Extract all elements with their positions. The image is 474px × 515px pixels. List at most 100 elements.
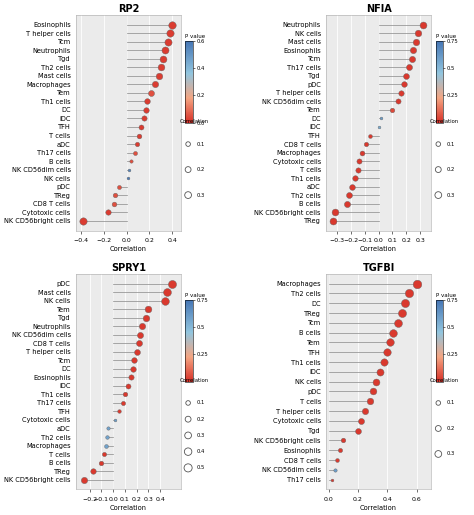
Point	[383, 348, 391, 356]
Point	[366, 397, 374, 405]
Point	[161, 297, 169, 305]
Point	[369, 387, 376, 396]
Point	[166, 29, 173, 38]
Point	[162, 46, 169, 55]
Point	[164, 38, 172, 46]
Point	[405, 63, 413, 72]
Point	[351, 174, 359, 182]
Point	[105, 424, 112, 433]
X-axis label: Correlation: Correlation	[360, 246, 397, 252]
Point	[164, 288, 171, 296]
X-axis label: Correlation: Correlation	[360, 505, 397, 511]
Point	[402, 72, 410, 80]
Title: RP2: RP2	[118, 4, 139, 14]
Point	[118, 399, 126, 407]
Point	[135, 339, 143, 348]
Point	[128, 157, 135, 165]
Point	[398, 309, 406, 317]
Point	[381, 358, 388, 366]
Point	[80, 217, 87, 225]
Point	[378, 114, 385, 123]
Point	[125, 382, 132, 390]
Point	[142, 106, 150, 114]
Point	[376, 368, 384, 376]
Point	[133, 140, 141, 148]
Point	[356, 157, 363, 165]
Point	[90, 467, 97, 475]
X-axis label: Correlation: Correlation	[110, 246, 147, 252]
Point	[334, 456, 341, 464]
Point	[400, 80, 408, 89]
Point	[139, 322, 146, 330]
Point	[145, 305, 152, 313]
Point	[142, 314, 150, 322]
Point	[348, 182, 356, 191]
Point	[362, 407, 369, 415]
Point	[112, 416, 119, 424]
Point	[137, 123, 145, 131]
Point	[103, 433, 111, 441]
Point	[331, 466, 338, 474]
X-axis label: Correlation: Correlation	[110, 505, 147, 511]
Point	[419, 21, 427, 29]
Point	[147, 89, 155, 97]
Point	[343, 200, 350, 208]
Point	[413, 280, 420, 288]
Point	[337, 446, 344, 454]
Point	[362, 140, 370, 148]
Point	[354, 426, 362, 435]
Point	[130, 356, 138, 365]
Point	[80, 475, 88, 484]
Point	[394, 319, 401, 327]
Point	[375, 123, 383, 131]
Title: TGFBI: TGFBI	[363, 263, 395, 273]
Point	[105, 208, 112, 216]
Point	[127, 373, 135, 382]
Point	[159, 55, 167, 63]
Point	[125, 165, 133, 174]
Point	[115, 182, 122, 191]
Point	[328, 475, 336, 484]
Point	[414, 29, 421, 38]
Point	[102, 441, 110, 450]
Title: SPRY1: SPRY1	[111, 263, 146, 273]
Point	[329, 217, 337, 225]
Point	[412, 38, 420, 46]
Point	[401, 299, 409, 307]
Point	[110, 200, 118, 208]
Point	[133, 348, 140, 356]
Point	[111, 191, 119, 199]
Point	[115, 407, 123, 416]
Point	[140, 114, 147, 123]
Point	[155, 72, 162, 80]
Point	[372, 377, 379, 386]
Point	[358, 148, 365, 157]
Point	[124, 174, 132, 182]
Point	[339, 436, 347, 444]
Point	[389, 106, 396, 114]
Point	[366, 131, 374, 140]
Point	[408, 55, 416, 63]
Point	[357, 417, 365, 425]
Point	[390, 329, 397, 337]
Point	[136, 131, 143, 140]
Point	[332, 208, 339, 216]
Point	[131, 148, 138, 157]
Point	[397, 89, 405, 97]
Point	[394, 97, 402, 106]
Point	[137, 331, 144, 339]
Point	[410, 46, 417, 55]
Point	[168, 280, 176, 288]
Point	[121, 390, 128, 399]
Point	[100, 450, 108, 458]
Title: NFIA: NFIA	[366, 4, 392, 14]
Point	[98, 458, 105, 467]
Point	[386, 338, 394, 347]
Point	[143, 97, 151, 106]
Point	[354, 165, 362, 174]
Point	[346, 191, 353, 199]
Point	[168, 21, 176, 29]
Point	[406, 289, 413, 298]
Point	[151, 80, 159, 89]
Point	[129, 365, 137, 373]
